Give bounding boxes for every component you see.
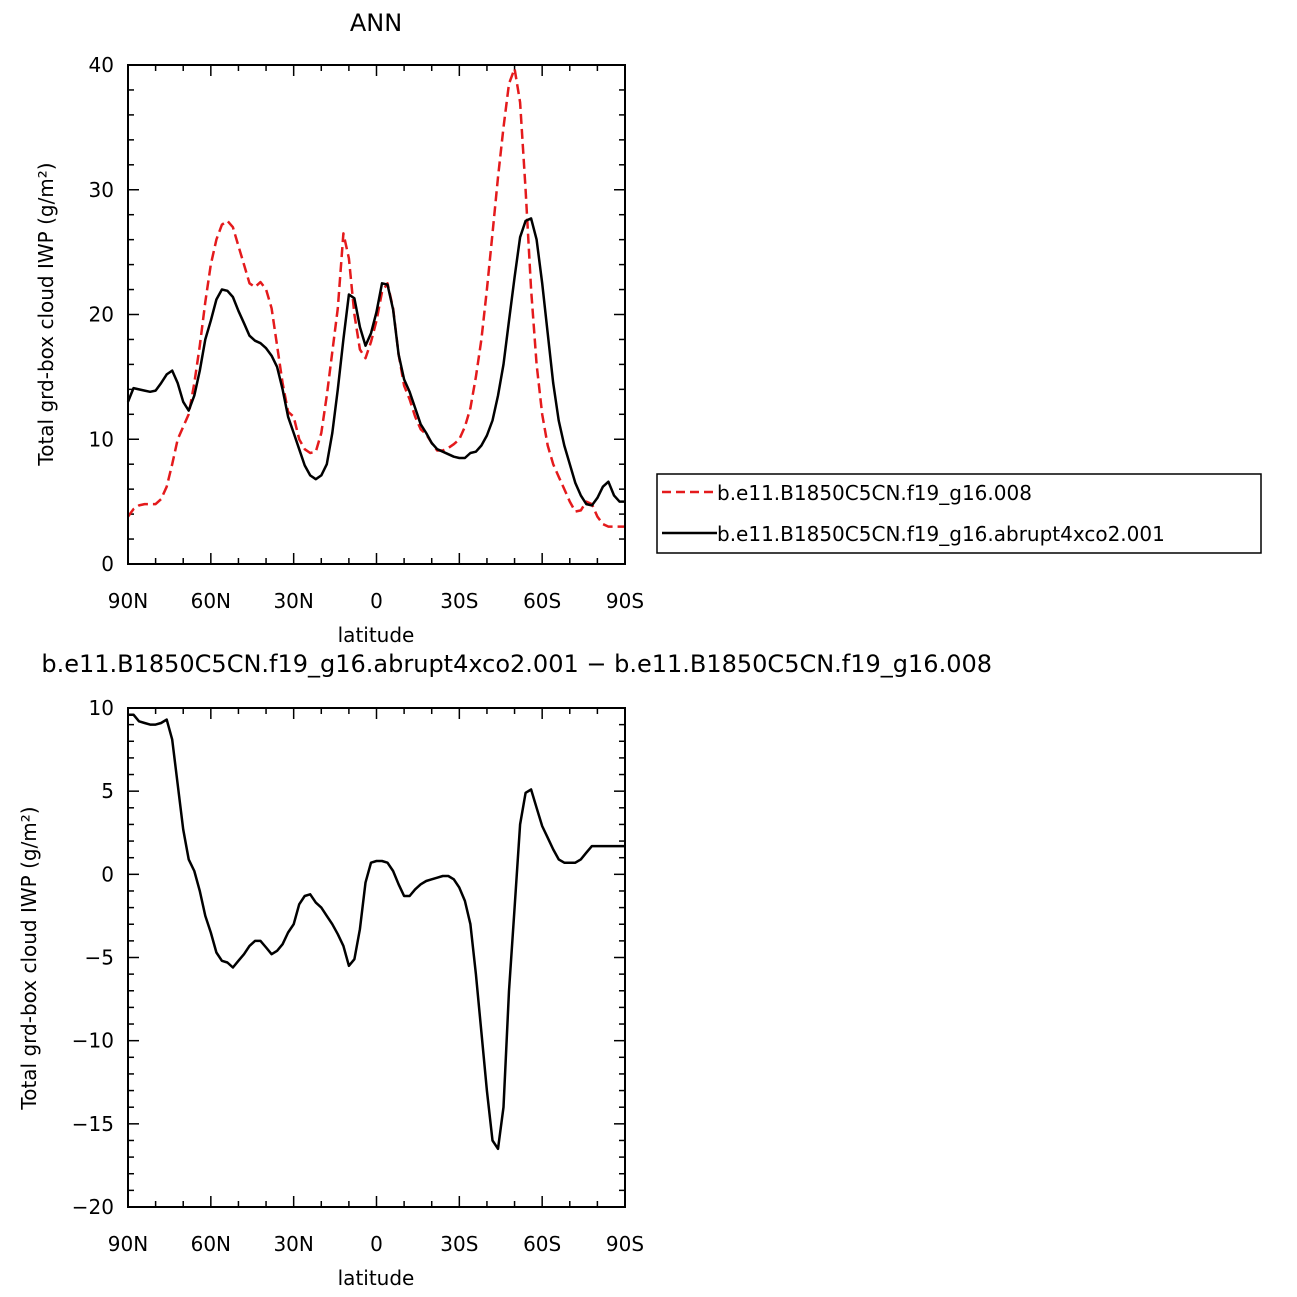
bottom-panel-title: b.e11.B1850C5CN.f19_g16.abrupt4xco2.001 … [41, 650, 992, 678]
bottom-y-tick-label: −10 [72, 1029, 114, 1053]
bottom-y-axis-title: Total grd-box cloud IWP (g/m²) [17, 806, 41, 1110]
top-x-tick-label: 90N [108, 589, 148, 613]
bottom-y-tick-labels: −20 −15 −10 −5 0 5 10 [72, 696, 114, 1219]
bottom-x-tick-labels: 90N 60N 30N 0 30S 60S 90S [108, 1232, 644, 1256]
top-x-tick-labels: 90N 60N 30N 0 30S 60S 90S [108, 589, 644, 613]
top-x-tick-label: 90S [606, 589, 644, 613]
bottom-series-line-1 [128, 713, 625, 1151]
bottom-y-tick-label: −20 [72, 1195, 114, 1219]
top-x-tick-label: 0 [370, 589, 383, 613]
bottom-y-tick-label: −15 [72, 1112, 114, 1136]
legend: b.e11.B1850C5CN.f19_g16.008 b.e11.B1850C… [656, 473, 1262, 554]
top-y-tick-labels: 0 10 20 30 40 [89, 53, 114, 576]
bottom-x-tick-label: 60N [191, 1232, 231, 1256]
bottom-axes-ticks [127, 707, 626, 1208]
legend-label-series-1: b.e11.B1850C5CN.f19_g16.008 [717, 481, 1032, 505]
bottom-y-tick-label: 10 [89, 696, 114, 720]
top-plot-frame [127, 64, 626, 565]
top-panel-title: ANN [350, 9, 402, 37]
bottom-x-tick-label: 90S [606, 1232, 644, 1256]
legend-box [656, 473, 1262, 554]
bottom-x-tick-label: 90N [108, 1232, 148, 1256]
top-series-line-1 [126, 67, 625, 528]
top-x-tick-label: 30N [273, 589, 313, 613]
top-x-tick-label: 60N [191, 589, 231, 613]
top-y-axis-title: Total grd-box cloud IWP (g/m²) [34, 162, 58, 466]
legend-label-series-2: b.e11.B1850C5CN.f19_g16.abrupt4xco2.001 [717, 522, 1165, 546]
top-series-line-2 [126, 217, 625, 507]
bottom-plot-frame [127, 707, 626, 1208]
top-x-axis-title: latitude [338, 623, 415, 647]
bottom-x-tick-label: 0 [370, 1232, 383, 1256]
top-y-tick-label: 20 [89, 303, 114, 327]
top-panel: ANN 0 10 20 30 40 90N 60N 30N 0 30S 60S 90S latitu… [34, 9, 644, 647]
bottom-x-tick-label: 30S [440, 1232, 478, 1256]
bottom-y-tick-label: −5 [85, 946, 114, 970]
bottom-x-tick-label: 60S [523, 1232, 561, 1256]
top-y-tick-label: 30 [89, 178, 114, 202]
bottom-x-axis-title: latitude [338, 1266, 415, 1290]
top-x-tick-label: 60S [523, 589, 561, 613]
top-y-tick-label: 10 [89, 427, 114, 451]
top-y-tick-label: 0 [101, 552, 114, 576]
top-y-tick-label: 40 [89, 53, 114, 77]
top-x-tick-label: 30S [440, 589, 478, 613]
bottom-panel: b.e11.B1850C5CN.f19_g16.abrupt4xco2.001 … [17, 650, 992, 1290]
top-series-group [126, 67, 625, 528]
bottom-y-tick-label: 5 [101, 779, 114, 803]
bottom-series-group [128, 713, 625, 1151]
bottom-x-tick-label: 30N [273, 1232, 313, 1256]
bottom-y-tick-label: 0 [101, 862, 114, 886]
